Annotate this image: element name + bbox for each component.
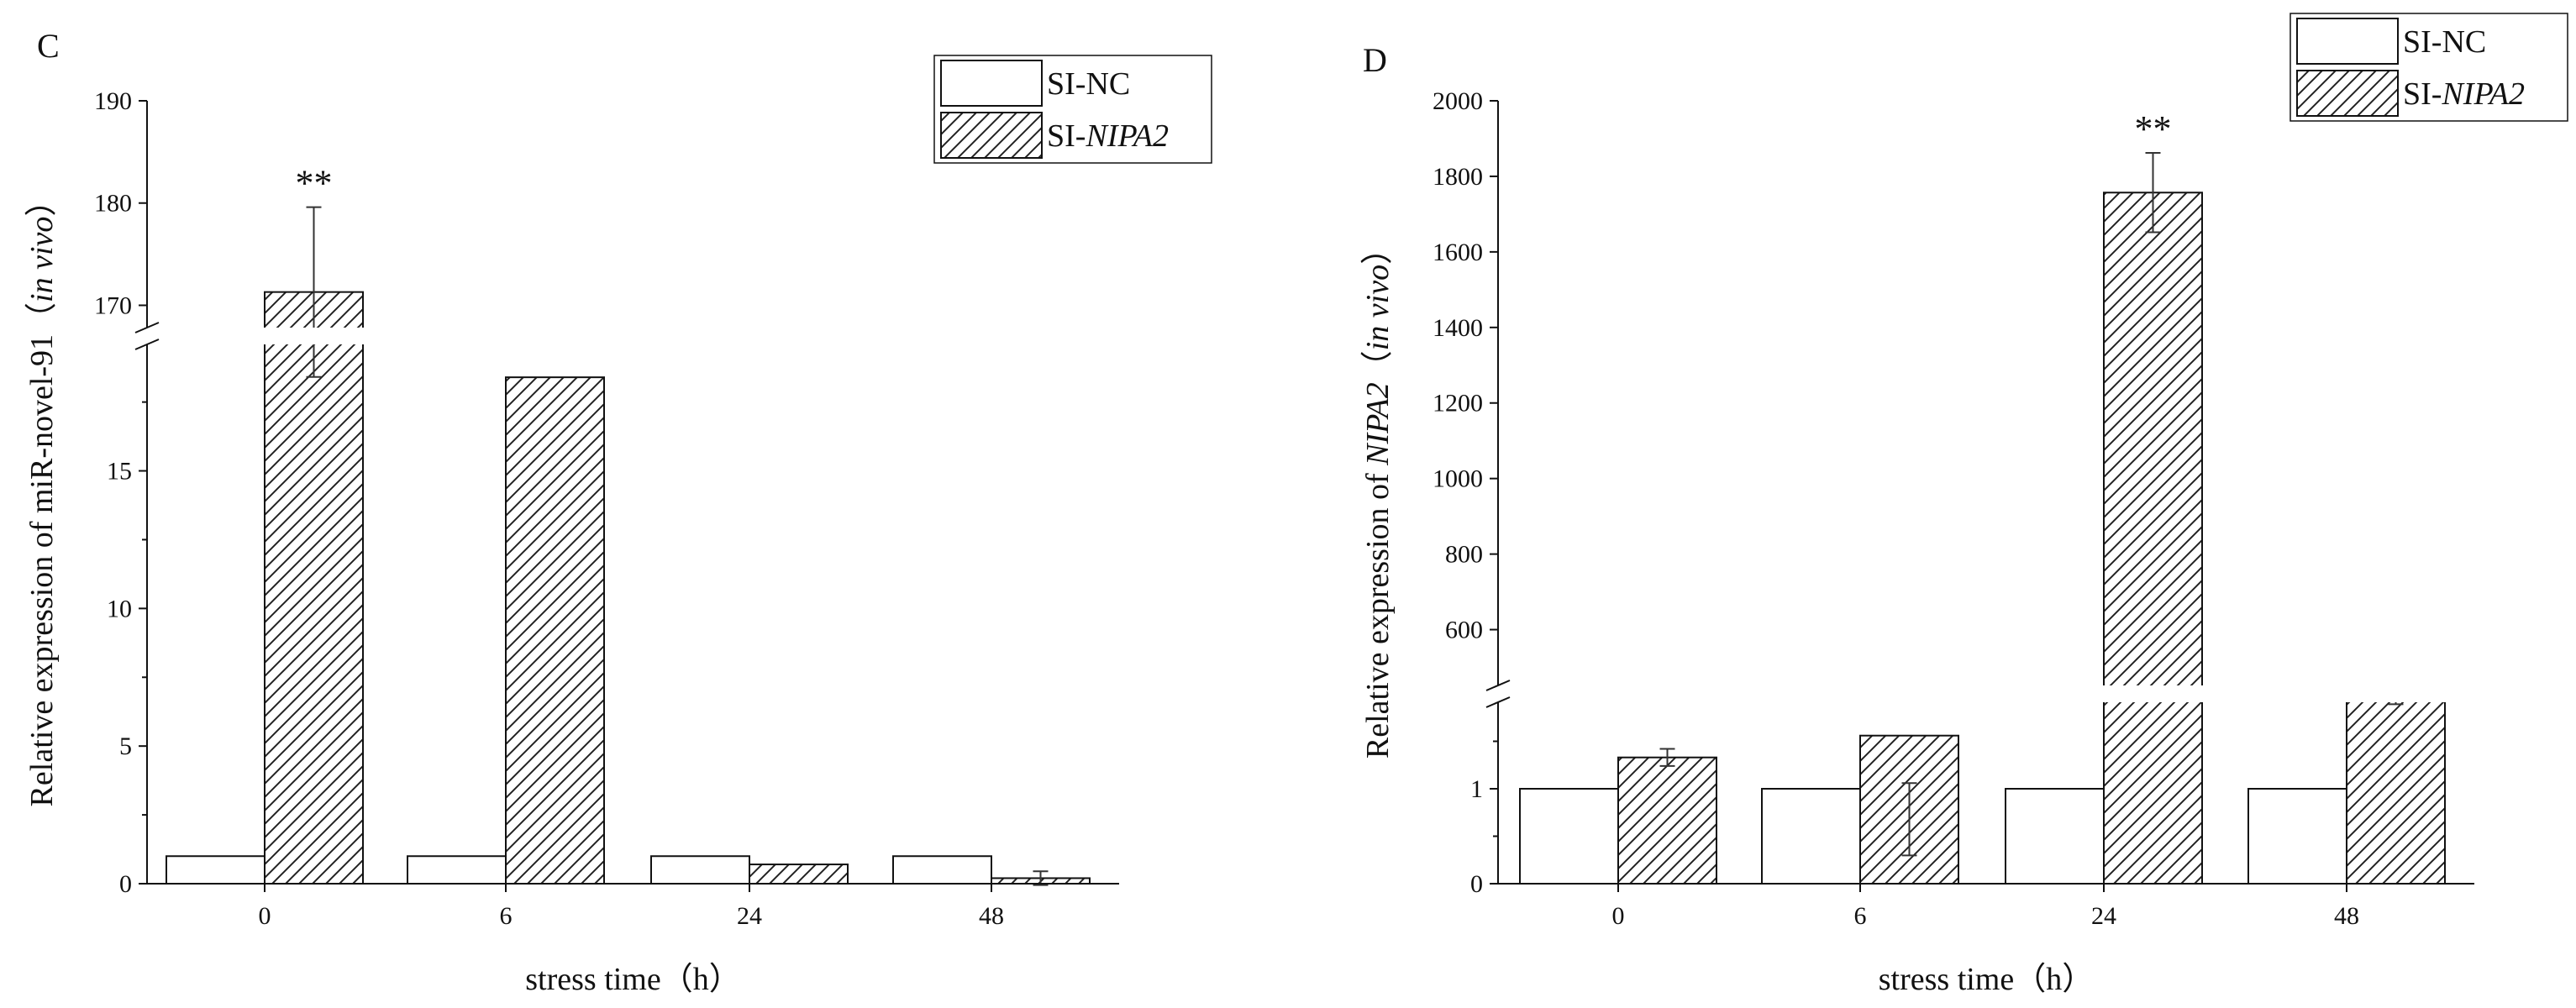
bar-si-nc-24 — [2005, 788, 2105, 885]
legend-label-si-nc: SI-NC — [2403, 24, 2486, 60]
bar-si-nc-48 — [892, 855, 992, 885]
y-axis-label-part: Relative expression of — [1360, 465, 1396, 759]
bar-si-nipa2-48 — [2346, 698, 2446, 885]
y-tick-label: 1600 — [1433, 239, 1483, 266]
x-tick-label: 24 — [737, 902, 762, 930]
y-tick-label: 0 — [1470, 870, 1483, 898]
bar-si-nc-6 — [407, 855, 507, 885]
legend-swatch-si-nc — [2296, 18, 2399, 65]
bar-si-nc-0 — [1519, 788, 1619, 885]
bar-si-nipa2-24 — [749, 864, 849, 885]
x-axis-label: stress time（h） — [1879, 962, 2094, 997]
x-axis-label: stress time（h） — [525, 962, 740, 997]
x-tick-label: 6 — [1854, 902, 1867, 930]
y-axis-label-part: in vivo — [24, 217, 60, 302]
bar-si-nipa2-0 — [1617, 756, 1717, 885]
y-axis-label-part: NIPA2 — [1360, 382, 1396, 466]
y-tick-label: 1800 — [1433, 163, 1483, 191]
y-axis-label-part: ） — [1360, 233, 1396, 265]
significance-marker: ** — [2135, 108, 2172, 150]
legend: SI-NC SI-NIPA2 — [2289, 13, 2568, 122]
y-tick-label: 1000 — [1433, 465, 1483, 493]
legend-label-part: SI- — [2403, 76, 2442, 112]
y-tick-label: 1 — [1470, 775, 1483, 803]
bar-si-nc-24 — [650, 855, 750, 885]
bar-si-nc-6 — [1761, 788, 1861, 885]
axis-break-mark — [134, 339, 160, 350]
panel-c: C ** 0 5 10 15 170 180 190 0 6 24 48 stress time（h） Re… — [24, 27, 1212, 997]
bar-si-nc-0 — [166, 855, 265, 885]
x-tick-label: 6 — [500, 902, 513, 930]
legend-swatch-si-nipa2 — [2296, 70, 2399, 117]
y-tick-label: 800 — [1445, 541, 1483, 569]
bar-si-nipa2-6 — [505, 376, 605, 885]
axis-break-mark — [1485, 696, 1511, 708]
y-axis-label-part: Relative expression of miR-novel-91（ — [24, 302, 60, 807]
y-axis-label-part: ） — [24, 185, 60, 217]
y-tick-label: 15 — [107, 458, 132, 486]
x-tick-label: 48 — [2334, 902, 2359, 930]
y-axis-label-part: in vivo — [1360, 265, 1396, 350]
y-tick-label: 600 — [1445, 617, 1483, 644]
bar-si-nc-48 — [2247, 788, 2347, 885]
y-tick-label: 190 — [94, 87, 132, 115]
legend-label-si-nipa2: SI-NIPA2 — [2403, 76, 2525, 112]
bar-si-nipa2-0 — [264, 291, 364, 885]
legend-label-si-nipa2: SI-NIPA2 — [1047, 118, 1169, 154]
x-tick-label: 48 — [979, 902, 1004, 930]
panel-label: C — [37, 27, 60, 65]
legend: SI-NC SI-NIPA2 — [933, 55, 1212, 164]
panel-label: D — [1363, 41, 1387, 79]
y-axis-label: Relative expression of miR-novel-91（in v… — [24, 185, 60, 807]
y-tick-label: 1200 — [1433, 390, 1483, 417]
legend-swatch-si-nc — [940, 60, 1043, 107]
bar-si-nipa2-24 — [2103, 192, 2203, 885]
legend-label-part: NIPA2 — [2441, 76, 2525, 112]
legend-label-part: SI-NC — [1047, 66, 1130, 102]
axis-break-mark — [1485, 680, 1511, 691]
x-tick-label: 24 — [2091, 902, 2116, 930]
legend-label-si-nc: SI-NC — [1047, 66, 1130, 102]
significance-marker: ** — [296, 163, 333, 204]
y-tick-label: 0 — [119, 870, 132, 898]
legend-label-part: SI- — [1047, 118, 1086, 154]
axis-break-gap — [1501, 685, 2474, 702]
y-tick-label: 170 — [94, 291, 132, 319]
y-axis-label: Relative expression of NIPA2（in vivo） — [1360, 233, 1396, 759]
x-tick-label: 0 — [1612, 902, 1625, 930]
axis-break-gap — [150, 328, 1119, 344]
legend-label-part: SI-NC — [2403, 24, 2486, 60]
axis-break-mark — [134, 322, 160, 333]
y-tick-label: 1400 — [1433, 314, 1483, 342]
y-tick-label: 2000 — [1433, 87, 1483, 115]
y-tick-label: 10 — [107, 595, 132, 622]
x-tick-label: 0 — [259, 902, 271, 930]
legend-swatch-si-nipa2 — [940, 112, 1043, 159]
legend-label-part: NIPA2 — [1085, 118, 1169, 154]
y-tick-label: 180 — [94, 190, 132, 218]
y-axis-label-part: （ — [1360, 350, 1396, 382]
y-tick-label: 5 — [119, 732, 132, 760]
